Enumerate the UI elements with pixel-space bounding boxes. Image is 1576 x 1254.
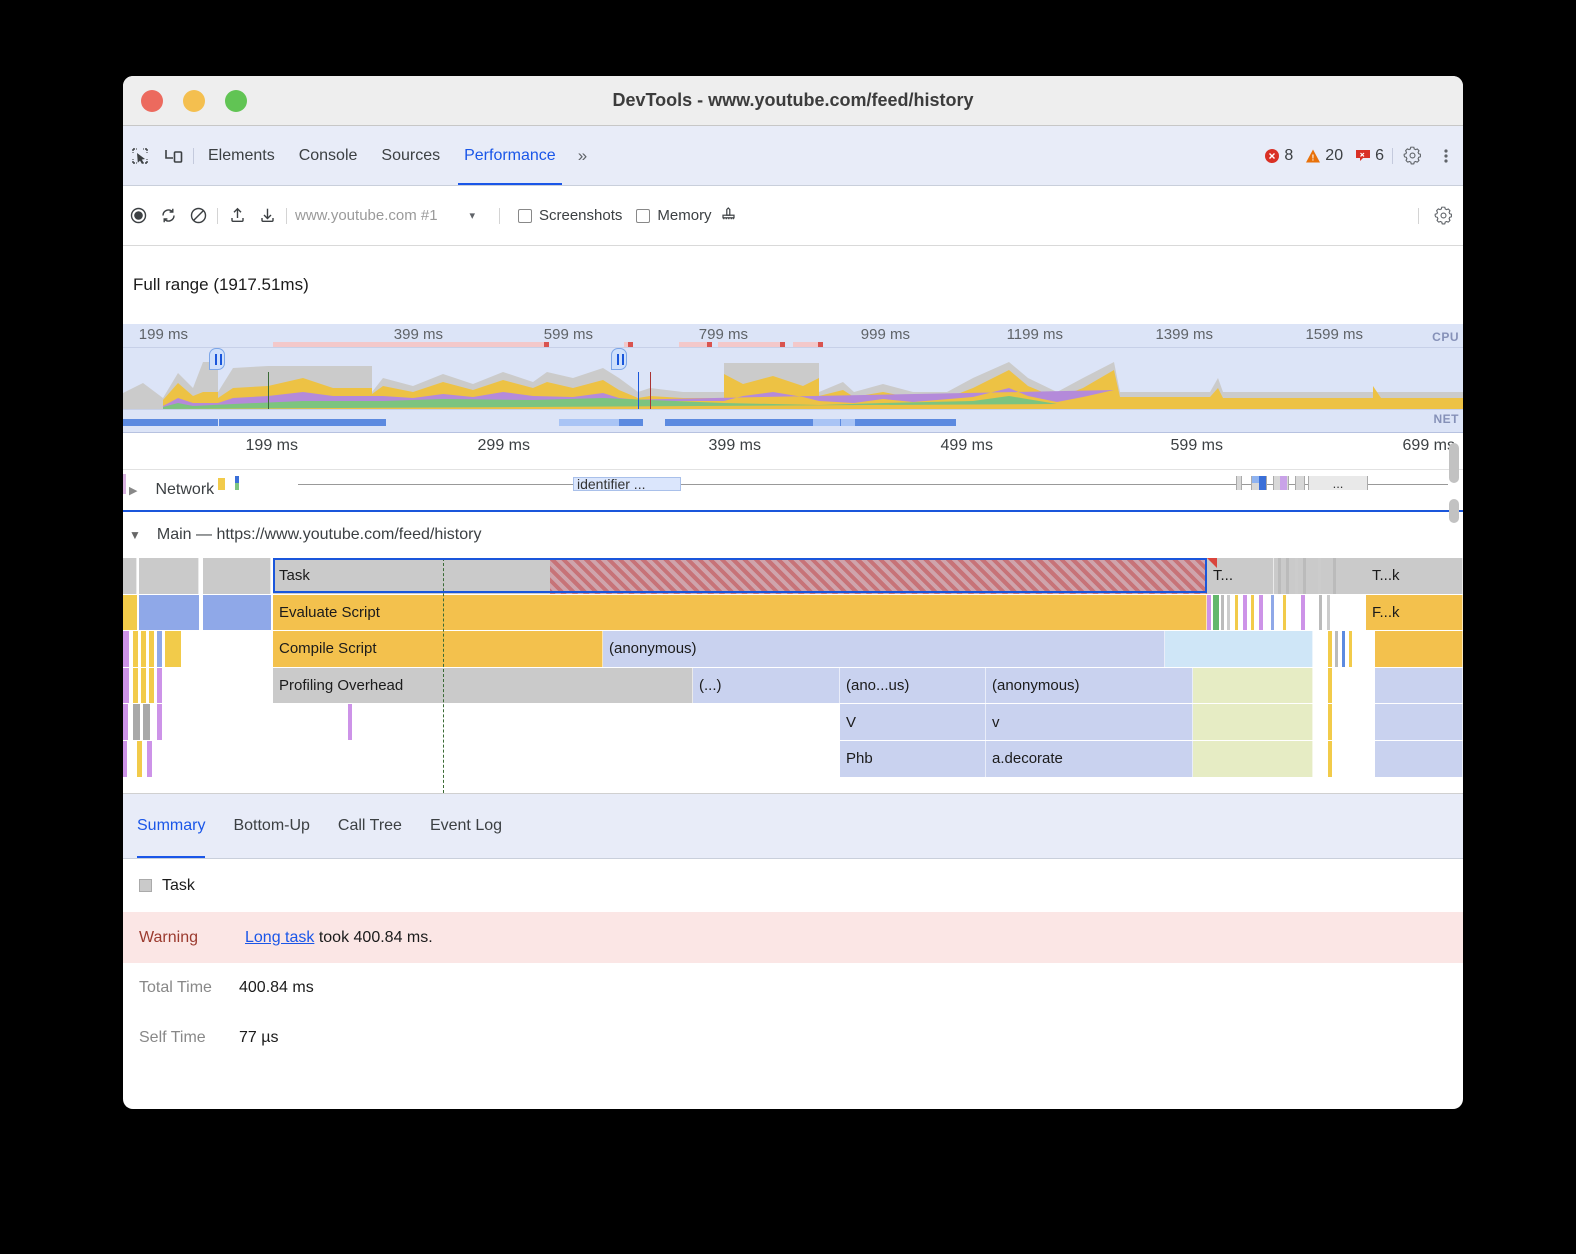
svg-text:!: ! bbox=[1312, 153, 1315, 162]
